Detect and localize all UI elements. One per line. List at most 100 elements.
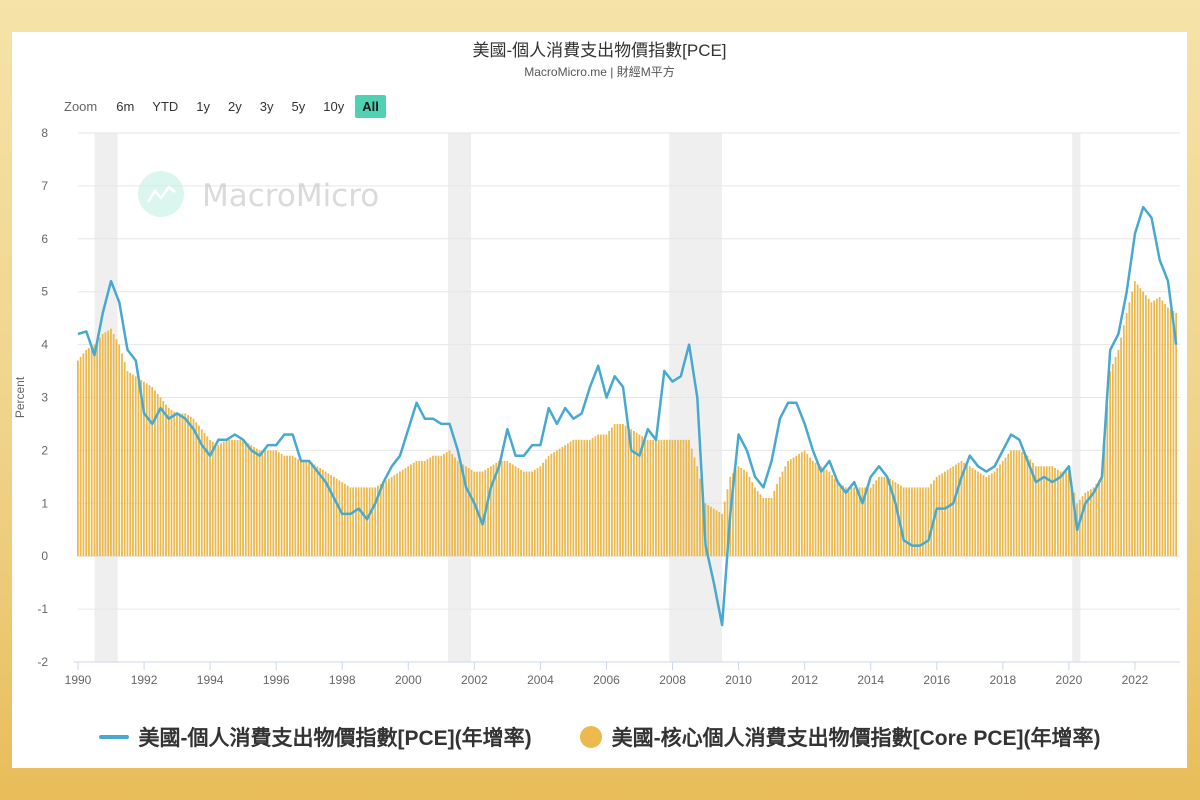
- y-axis-title: Percent: [13, 376, 27, 418]
- core-pce-bar: [286, 455, 288, 557]
- core-pce-bar: [324, 471, 327, 557]
- core-pce-bar: [710, 506, 712, 557]
- core-pce-bar: [1045, 466, 1048, 557]
- y-tick-label: -2: [37, 655, 48, 669]
- core-pce-bar: [880, 476, 883, 557]
- core-pce-bar: [836, 482, 839, 557]
- core-pce-bar: [379, 483, 382, 557]
- core-pce-bar: [624, 425, 627, 557]
- zoom-ytd-button[interactable]: YTD: [152, 98, 179, 114]
- core-pce-bar: [1136, 284, 1139, 557]
- core-pce-bar: [145, 383, 148, 557]
- core-pce-bar: [134, 376, 137, 557]
- zoom-1y-button[interactable]: 1y: [196, 98, 211, 114]
- core-pce-bar: [619, 423, 622, 557]
- core-pce-bar: [820, 466, 822, 557]
- core-pce-bar: [586, 439, 589, 557]
- core-pce-bar: [990, 473, 993, 557]
- core-pce-bar: [566, 443, 569, 557]
- core-pce-bar: [1106, 406, 1109, 557]
- core-pce-bar: [861, 487, 864, 557]
- core-pce-bar: [467, 468, 470, 557]
- core-pce-bar: [588, 439, 591, 557]
- core-pce-bar: [558, 448, 561, 557]
- core-pce-bar: [520, 469, 522, 557]
- x-tick-label: 1992: [131, 673, 158, 687]
- core-pce-bar: [911, 487, 913, 557]
- zoom-5y-button[interactable]: 5y: [291, 98, 306, 114]
- plot-area[interactable]: -2 -1 0 1 2 3 4 5 6 7 8 Percent 1990 1992 1994 1996 1998…: [12, 32, 1187, 712]
- core-pce-bar: [377, 485, 379, 557]
- core-pce-bar: [803, 450, 806, 557]
- core-pce-bar: [1131, 291, 1134, 557]
- core-pce-bar: [104, 332, 107, 557]
- core-pce-bar: [421, 460, 423, 557]
- core-pce-bar: [696, 466, 699, 557]
- chart-panel: 美國-個人消費支出物價指數[PCE] MacroMicro.me | 財經M平方…: [12, 32, 1187, 768]
- core-pce-bar: [225, 439, 228, 557]
- core-pce-bar: [1144, 295, 1147, 557]
- core-pce-bar: [211, 441, 214, 557]
- core-pce-bar: [666, 439, 668, 557]
- core-pce-bar: [555, 450, 558, 557]
- core-pce-bar: [671, 439, 674, 557]
- core-pce-bar: [1029, 459, 1032, 557]
- core-pce-bar: [255, 448, 258, 557]
- core-pce-bar: [663, 439, 666, 557]
- core-pce-bar: [368, 487, 371, 557]
- core-pce-bar: [1169, 309, 1172, 557]
- core-pce-bar: [1128, 302, 1131, 557]
- core-pce-bar: [591, 438, 594, 557]
- core-pce-bar: [250, 445, 253, 557]
- y-tick-label: 8: [41, 126, 48, 140]
- core-pce-bar: [814, 462, 817, 557]
- core-pce-bar: [126, 371, 129, 557]
- core-pce-bar: [366, 487, 368, 557]
- core-pce-bar: [1161, 300, 1164, 557]
- core-pce-bar: [1095, 483, 1098, 557]
- core-pce-bar: [165, 404, 167, 557]
- core-pce-bar: [869, 487, 872, 557]
- core-pce-bar: [319, 468, 322, 557]
- zoom-2y-button[interactable]: 2y: [228, 98, 242, 114]
- core-pce-bar: [1175, 312, 1178, 557]
- core-pce-bars: [77, 281, 1178, 557]
- core-pce-bar: [811, 460, 814, 557]
- core-pce-bar: [88, 348, 90, 557]
- x-tick-label: 2016: [923, 673, 950, 687]
- core-pce-bar: [192, 418, 195, 557]
- core-pce-bar: [789, 459, 792, 557]
- core-pce-bar: [1155, 298, 1158, 557]
- core-pce-bar: [448, 450, 451, 557]
- x-tick-label: 2018: [989, 673, 1016, 687]
- zoom-6m-button[interactable]: 6m: [116, 98, 135, 114]
- zoom-10y-button[interactable]: 10y: [323, 98, 345, 114]
- core-pce-bar: [1059, 471, 1062, 557]
- core-pce-bar: [349, 487, 352, 557]
- core-pce-bar: [1018, 450, 1021, 557]
- core-pce-bar: [209, 439, 211, 557]
- legend-item-core-pce[interactable]: 美國-核心個人消費支出物價指數[Core PCE](年增率): [579, 722, 1100, 752]
- legend-item-pce[interactable]: 美國-個人消費支出物價指數[PCE](年增率): [98, 722, 532, 752]
- core-pce-bar: [118, 344, 121, 557]
- core-pce-bar: [627, 427, 630, 557]
- core-pce-bar: [85, 349, 88, 557]
- core-pce-bar: [432, 455, 434, 557]
- core-pce-bar: [1012, 450, 1015, 557]
- core-pce-bar: [451, 453, 454, 557]
- core-pce-bar: [723, 501, 726, 557]
- core-pce-bar: [220, 443, 222, 557]
- legend: 美國-個人消費支出物價指數[PCE](年增率) 美國-核心個人消費支出物價指數[…: [12, 717, 1187, 757]
- core-pce-bar: [291, 455, 294, 557]
- core-pce-bar: [258, 450, 261, 557]
- zoom-all-button[interactable]: All: [355, 94, 386, 118]
- core-pce-bar: [610, 427, 613, 557]
- zoom-3y-button[interactable]: 3y: [259, 98, 274, 114]
- core-pce-bar: [1164, 304, 1167, 557]
- core-pce-bar: [674, 439, 677, 557]
- core-pce-bar: [577, 439, 580, 557]
- core-pce-bar: [569, 441, 572, 557]
- core-pce-bar: [1114, 356, 1117, 557]
- core-pce-bar: [401, 469, 404, 557]
- core-pce-bar: [924, 487, 927, 557]
